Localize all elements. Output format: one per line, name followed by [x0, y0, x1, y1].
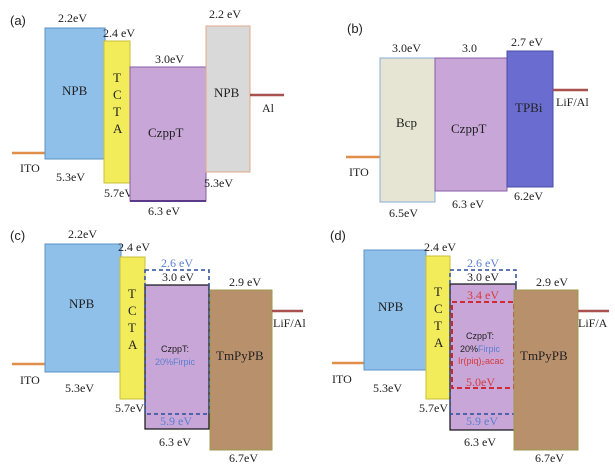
- panel-c-tmpypb-box: [209, 289, 273, 451]
- panel-b: (b) ITO Bcp 3.0eV 6.5eV CzppT 3.0 6.3 eV…: [346, 21, 589, 220]
- panel-d-tcta-box: [425, 255, 451, 400]
- panel-c-tcta-bottom: 5.7eV: [115, 401, 144, 415]
- panel-c-tmpypb-bottom: 6.7eV: [229, 451, 258, 464]
- panel-d-dopant-bottom: 5.9 eV: [466, 414, 498, 428]
- panel-c-tmpypb-name: TmPyPB: [216, 348, 264, 363]
- panel-a-czppt-top: 3.0eV: [155, 52, 184, 66]
- panel-b-tag: (b): [347, 21, 363, 36]
- panel-c-tag: (c): [10, 228, 25, 243]
- panel-d-eml-dopant1-prefix: 20%: [460, 344, 478, 354]
- panel-a-al-label: Al: [262, 101, 275, 115]
- panel-b-czppt-name: CzppT: [451, 121, 486, 136]
- panel-c-ito-label: ITO: [20, 373, 40, 387]
- panel-d-eml-dopant2: Ir(piq)₂acac: [458, 356, 505, 366]
- panel-a-tcta-top: 2.4 eV: [103, 26, 135, 40]
- panel-c-eml-bottom: 6.3 eV: [159, 435, 191, 449]
- panel-d-tmpypb-box: [513, 289, 579, 451]
- panel-d-eml-dopant-line: 20%Firpic: [460, 344, 501, 354]
- panel-d-tcta-bottom: 5.7eV: [419, 401, 448, 415]
- panel-b-bcp-box: [379, 57, 436, 203]
- panel-d-eml-name: CzppT:: [466, 331, 494, 341]
- panel-c-dopant-bottom: 5.9 eV: [160, 414, 192, 428]
- panel-d-tcta-top: 2.4 eV: [424, 240, 456, 254]
- panel-a-ito-label: ITO: [20, 161, 40, 175]
- panel-a-npb2-bottom: 5.3eV: [204, 176, 233, 190]
- panel-c-cathode-label: LiF/Al: [273, 316, 306, 330]
- panel-c-npb-bottom: 5.3eV: [65, 381, 94, 395]
- panel-d-eml-bottom: 6.3 eV: [464, 435, 496, 449]
- panel-b-bcp-bottom: 6.5eV: [389, 206, 418, 220]
- panel-d-tmpypb-name: TmPyPB: [520, 348, 568, 363]
- panel-a-npb-name: NPB: [62, 83, 88, 98]
- panel-c-eml-dopant: 20%Firpic: [155, 357, 196, 367]
- panel-b-ito-label: ITO: [349, 165, 369, 179]
- panel-d-ito-label: ITO: [332, 372, 352, 386]
- panel-c-npb-name: NPB: [69, 296, 95, 311]
- panel-b-bcp-top: 3.0eV: [392, 41, 421, 55]
- panel-a-npb2-top: 2.2 eV: [209, 7, 241, 21]
- panel-a-czppt-bottom: 6.3 eV: [148, 204, 180, 218]
- panel-c-dopant-top: 2.6 eV: [161, 256, 193, 270]
- panel-d-red-bottom: 5.0eV: [466, 375, 495, 389]
- panel-a-npb-box: [44, 27, 106, 160]
- panel-b-tpbi-top: 2.7 eV: [511, 35, 543, 49]
- panel-d-eml-top: 3.0 eV: [467, 270, 499, 284]
- panel-a-tag: (a): [10, 13, 26, 28]
- panel-d-npb-name: NPB: [378, 299, 404, 314]
- panel-b-tpbi-bottom: 6.2eV: [514, 189, 543, 203]
- panel-c-npb-top: 2.2eV: [68, 227, 97, 241]
- panel-b-czppt-bottom: 6.3 eV: [452, 197, 484, 211]
- panel-d-tag: (d): [330, 228, 346, 243]
- panel-d-dopant-top: 2.6 eV: [467, 256, 499, 270]
- panel-c-tmpypb-top: 2.9 eV: [229, 275, 261, 289]
- panel-d-red-top: 3.4 eV: [467, 288, 499, 302]
- panel-c-dopant-box: [144, 269, 210, 415]
- panel-c-tcta-box: [119, 256, 146, 400]
- panel-d-npb-bottom: 5.3eV: [373, 381, 402, 395]
- panel-a-tcta-box: [103, 40, 131, 184]
- panel-b-tpbi-box: [506, 50, 554, 188]
- panel-c-npb-box: [44, 243, 122, 373]
- panel-a-czppt-box: [129, 66, 207, 202]
- panel-a-czppt-name: CzppT: [148, 125, 183, 140]
- panel-c-tcta-top: 2.4 eV: [118, 240, 150, 254]
- panel-a-tcta-bottom: 5.7eV: [104, 186, 133, 200]
- panel-b-bcp-name: Bcp: [396, 115, 417, 130]
- panel-d-tmpypb-top: 2.9 eV: [536, 275, 568, 289]
- panel-c-eml-name: CzppT:: [161, 344, 189, 354]
- panel-d-npb-box: [363, 249, 427, 371]
- panel-d-tmpypb-bottom: 6.7eV: [535, 451, 564, 464]
- panel-a-npb2-name: NPB: [214, 85, 240, 100]
- panel-b-cathode-label: LiF/Al: [556, 95, 589, 109]
- panel-b-czppt-top: 3.0: [462, 41, 477, 55]
- panel-c-eml-box: [144, 284, 210, 430]
- panel-a-npb-bottom: 5.3eV: [56, 170, 85, 184]
- panel-a-npb-top: 2.2eV: [58, 11, 87, 25]
- panel-a-npb2-box: [205, 25, 251, 173]
- panel-b-tpbi-name: TPBi: [515, 100, 543, 115]
- panel-c-eml-top: 3.0 eV: [162, 270, 194, 284]
- panel-d-cathode-label: LiF/A: [578, 316, 608, 330]
- panel-d-eml-dopant1: Firpic: [478, 344, 500, 354]
- panel-b-czppt-box: [434, 57, 508, 192]
